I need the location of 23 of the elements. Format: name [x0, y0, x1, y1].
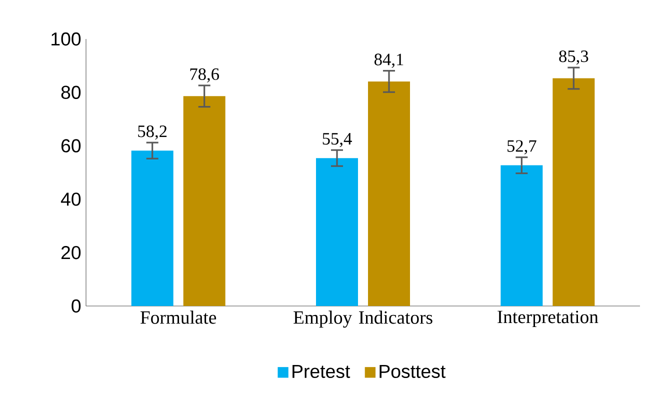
- bar: [131, 150, 174, 306]
- data-label: 84,1: [374, 54, 404, 68]
- legend-label: Posttest: [380, 364, 446, 378]
- y-tick-label: 40: [60, 192, 81, 206]
- data-label: 52,7: [508, 140, 536, 154]
- bar: [368, 81, 410, 306]
- bar: [183, 96, 226, 306]
- x-tick-label: Interpretation: [498, 310, 598, 328]
- bar: [500, 165, 543, 306]
- data-label: 58,2: [138, 125, 167, 140]
- y-tick-label: 100: [52, 32, 81, 46]
- y-tick-label: 60: [61, 139, 81, 152]
- y-tick-label: 80: [61, 86, 81, 100]
- x-tick-label: Formulate: [140, 310, 216, 324]
- x-tick-label: Employ Indicators: [294, 310, 432, 328]
- bar: [316, 158, 358, 306]
- y-tick-label: 0: [72, 299, 81, 313]
- legend-label: Pretest: [292, 364, 350, 378]
- bar: [552, 78, 595, 306]
- y-tick-label: 20: [61, 246, 81, 260]
- data-label: 78,6: [190, 68, 219, 83]
- data-label: 55,4: [322, 133, 352, 148]
- data-label: 85,3: [559, 50, 588, 65]
